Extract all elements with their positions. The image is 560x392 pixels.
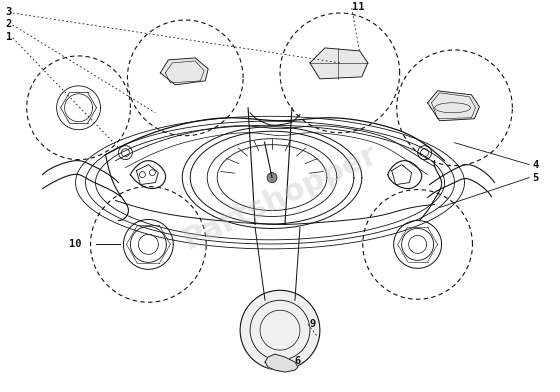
Polygon shape xyxy=(160,58,208,85)
Circle shape xyxy=(267,172,277,183)
Text: 10: 10 xyxy=(68,240,81,249)
Text: 9: 9 xyxy=(310,319,316,329)
Polygon shape xyxy=(428,91,479,121)
Text: 11: 11 xyxy=(352,2,365,12)
Circle shape xyxy=(240,290,320,370)
Text: 1: 1 xyxy=(6,32,12,42)
Text: 4: 4 xyxy=(533,160,539,170)
Text: 6: 6 xyxy=(294,356,300,366)
Text: 2: 2 xyxy=(6,19,12,29)
Text: 3: 3 xyxy=(6,7,12,17)
Text: Partshopper: Partshopper xyxy=(178,140,382,255)
Polygon shape xyxy=(310,48,368,79)
Polygon shape xyxy=(265,354,298,372)
Text: 5: 5 xyxy=(533,172,539,183)
